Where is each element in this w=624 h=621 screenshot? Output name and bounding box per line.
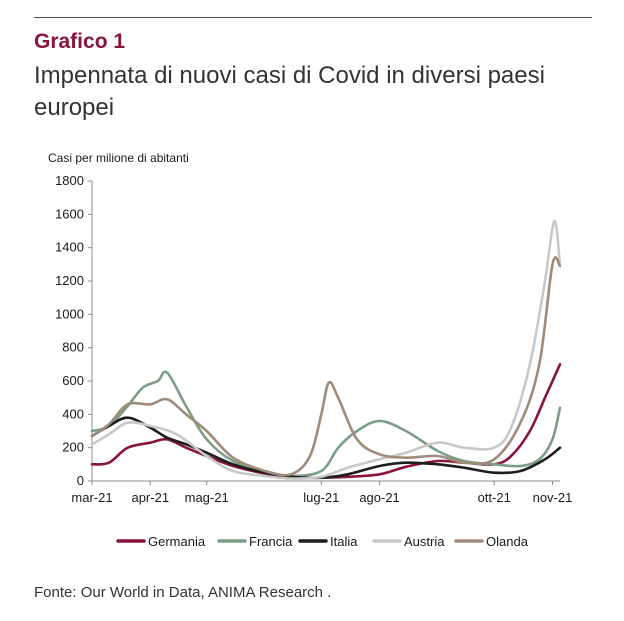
line-chart: Casi per milione di abitanti 0 200 400 600 80…	[48, 151, 573, 549]
legend-label-austria: Austria	[404, 534, 445, 549]
series-line-olanda	[90, 256, 562, 477]
x-tick-label: mar-21	[71, 490, 112, 505]
x-tick-label: nov-21	[533, 490, 573, 505]
y-axis-label: Casi per milione di abitanti	[48, 151, 189, 165]
y-tick-label: 0	[77, 473, 84, 488]
series-line-francia	[90, 370, 562, 478]
chart-title: Impennata di nuovi casi di Covid in dive…	[34, 62, 545, 121]
legend-label-italia: Italia	[330, 534, 358, 549]
x-tick-label: mag-21	[185, 490, 229, 505]
x-tick-label: ott-21	[478, 490, 511, 505]
y-tick-label: 600	[62, 373, 84, 388]
x-tick-label: ago-21	[359, 490, 399, 505]
x-tick-label: lug-21	[303, 490, 339, 505]
series-line-austria	[90, 219, 562, 480]
top-rule	[34, 17, 592, 18]
source-note: Fonte: Our World in Data, ANIMA Research…	[34, 584, 332, 601]
y-tick-label: 1200	[55, 273, 84, 288]
y-tick-label: 1800	[55, 173, 84, 188]
y-tick-label: 1600	[55, 206, 84, 221]
legend-label-francia: Francia	[249, 534, 293, 549]
figure-label: Grafico 1	[34, 30, 126, 53]
x-tick-label: apr-21	[131, 490, 169, 505]
y-tick-label: 400	[62, 406, 84, 421]
y-tick-label: 1400	[55, 240, 84, 255]
legend-label-germania: Germania	[148, 534, 206, 549]
y-tick-label: 800	[62, 340, 84, 355]
y-tick-label: 200	[62, 440, 84, 455]
legend-label-olanda: Olanda	[486, 534, 529, 549]
y-tick-label: 1000	[55, 306, 84, 321]
